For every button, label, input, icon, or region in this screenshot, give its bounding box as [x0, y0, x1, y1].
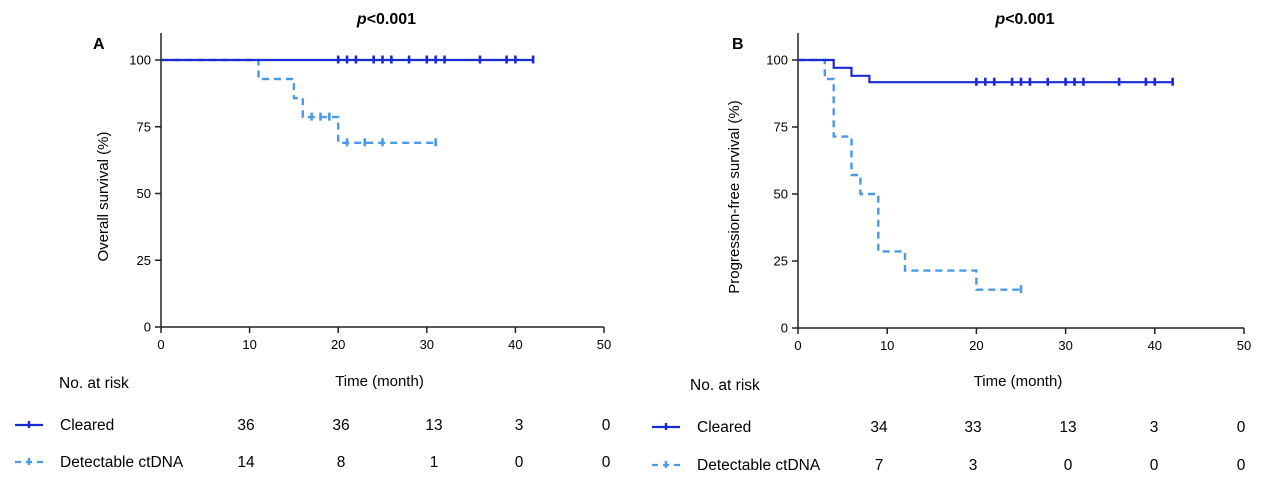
y-axis-label: Progression-free survival (%)	[726, 100, 743, 293]
risk-count: 0	[1150, 457, 1159, 474]
risk-row-label: Detectable ctDNA	[697, 457, 821, 474]
x-tick-label: 0	[157, 337, 164, 352]
y-tick-label: 75	[137, 119, 151, 134]
series-line-cleared	[798, 58, 1173, 84]
risk-count: 36	[237, 417, 254, 434]
risk-count: 3	[515, 417, 524, 434]
risk-count: 0	[602, 454, 611, 471]
risk-count: 0	[1237, 419, 1246, 436]
p-value-title: p<0.001	[994, 11, 1054, 28]
risk-count: 1	[430, 454, 439, 471]
p-value-threshold: <0.001	[367, 11, 416, 28]
risk-count: 0	[1064, 457, 1073, 474]
x-tick-label: 10	[880, 338, 894, 353]
risk-count: 8	[337, 454, 346, 471]
risk-count: 36	[332, 417, 349, 434]
y-tick-label: 25	[774, 254, 788, 269]
y-axis-label: Overall survival (%)	[95, 131, 112, 261]
x-tick-label: 30	[420, 337, 434, 352]
series-line-detectable-ctdna	[798, 58, 1021, 291]
x-axis-label: Time (month)	[974, 373, 1063, 390]
x-tick-label: 50	[597, 337, 611, 352]
x-tick-label: 40	[508, 337, 522, 352]
risk-count: 13	[425, 417, 442, 434]
x-tick-label: 10	[242, 337, 256, 352]
x-tick-label: 20	[969, 338, 983, 353]
risk-table-heading: No. at risk	[59, 375, 129, 392]
risk-count: 34	[870, 419, 888, 436]
y-tick-label: 50	[137, 186, 151, 201]
x-tick-label: 20	[331, 337, 345, 352]
y-tick-label: 25	[137, 253, 151, 268]
p-value-symbol: p	[994, 11, 1005, 28]
y-tick-label: 0	[144, 320, 151, 335]
risk-count: 33	[964, 419, 981, 436]
panel-label: B	[732, 36, 744, 53]
y-tick-label: 100	[129, 53, 151, 68]
risk-count: 13	[1059, 419, 1076, 436]
panel-label: A	[93, 36, 105, 53]
x-tick-label: 0	[794, 338, 801, 353]
x-tick-label: 40	[1148, 338, 1162, 353]
x-tick-label: 50	[1237, 338, 1251, 353]
y-tick-label: 75	[774, 120, 788, 135]
series-line-detectable-ctdna	[161, 58, 436, 145]
p-value-symbol: p	[356, 11, 367, 28]
x-tick-label: 30	[1058, 338, 1072, 353]
risk-row-label: Detectable ctDNA	[60, 454, 184, 471]
y-tick-label: 0	[781, 321, 788, 336]
risk-count: 0	[515, 454, 524, 471]
p-value-title: p<0.001	[356, 11, 416, 28]
x-axis-label: Time (month)	[335, 373, 424, 390]
y-tick-label: 50	[774, 187, 788, 202]
risk-row-label: Cleared	[60, 417, 114, 434]
risk-count: 0	[602, 417, 611, 434]
risk-table-heading: No. at risk	[690, 377, 760, 394]
risk-count: 7	[875, 457, 884, 474]
risk-row-label: Cleared	[697, 419, 751, 436]
risk-count: 3	[1150, 419, 1159, 436]
y-tick-label: 100	[766, 53, 788, 68]
p-value-threshold: <0.001	[1005, 11, 1054, 28]
risk-count: 3	[969, 457, 978, 474]
risk-count: 14	[237, 454, 255, 471]
risk-count: 0	[1237, 457, 1246, 474]
